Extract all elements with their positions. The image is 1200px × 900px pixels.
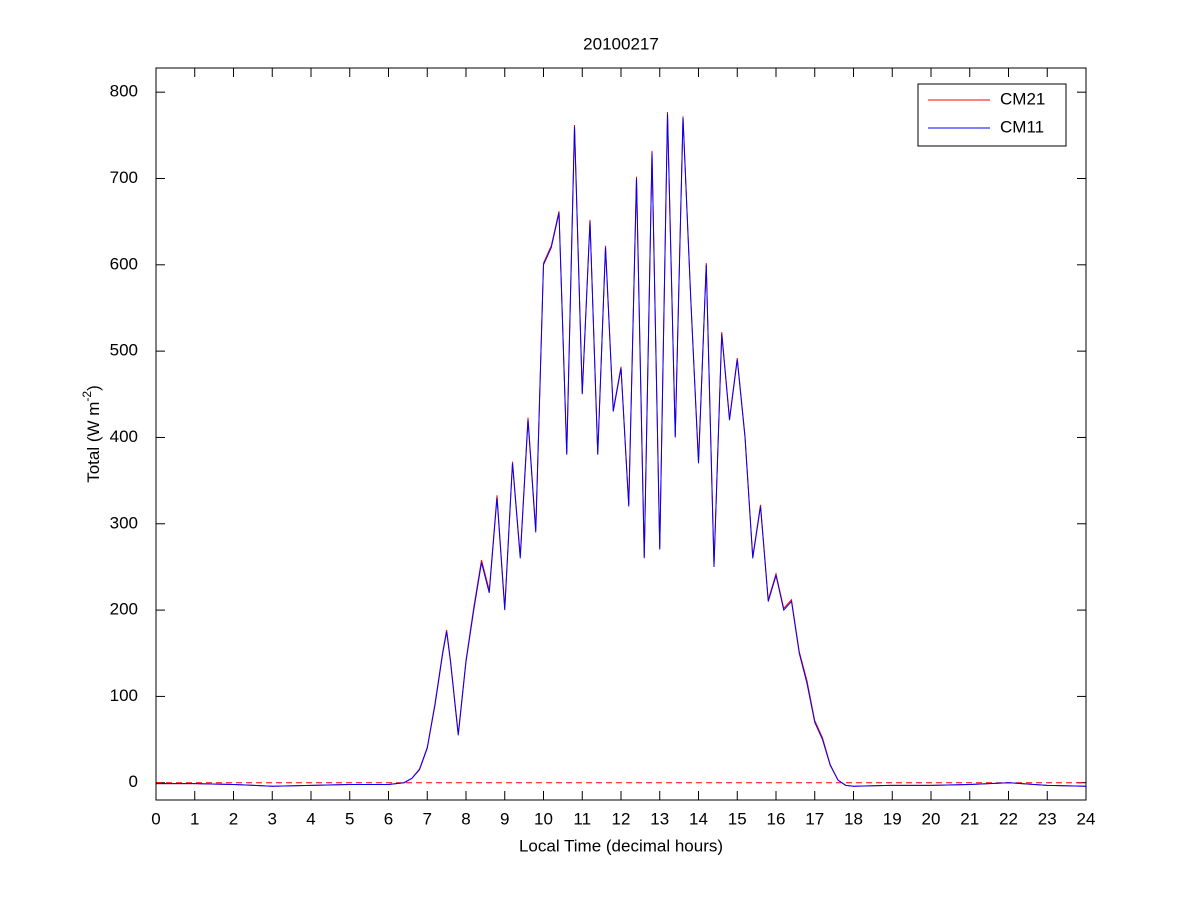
x-tick-label: 22: [999, 809, 1018, 828]
legend-label: CM11: [1000, 117, 1044, 136]
x-tick-label: 6: [384, 809, 393, 828]
y-tick-label: 100: [110, 686, 138, 705]
x-tick-label: 13: [650, 809, 669, 828]
y-tick-label: 600: [110, 254, 138, 273]
x-tick-label: 0: [151, 809, 160, 828]
y-label-main: Total (W m: [84, 402, 103, 483]
y-tick-label: 0: [129, 772, 138, 791]
x-tick-label: 24: [1077, 809, 1096, 828]
x-tick-label: 11: [573, 809, 591, 828]
y-tick-label: 300: [110, 513, 138, 532]
x-tick-label: 8: [461, 809, 470, 828]
legend-label: CM21: [1000, 89, 1045, 108]
y-axis-label: Total (W m-2): [80, 385, 103, 483]
x-tick-label: 10: [534, 809, 553, 828]
x-tick-label: 15: [728, 809, 747, 828]
x-tick-label: 7: [423, 809, 432, 828]
x-tick-label: 9: [500, 809, 509, 828]
x-tick-label: 3: [268, 809, 277, 828]
x-tick-label: 21: [960, 809, 979, 828]
x-tick-label: 4: [306, 809, 315, 828]
x-tick-label: 14: [689, 809, 708, 828]
legend-box: [917, 83, 1067, 147]
x-tick-label: 16: [767, 809, 786, 828]
x-tick-label: 12: [612, 809, 631, 828]
x-tick-label: 19: [883, 809, 902, 828]
y-tick-label: 700: [110, 168, 138, 187]
y-tick-label: 500: [110, 341, 138, 360]
x-tick-label: 23: [1038, 809, 1057, 828]
x-tick-label: 18: [844, 809, 863, 828]
y-label-tail: ): [84, 385, 103, 391]
y-tick-label: 800: [110, 82, 138, 101]
series-line: [156, 113, 1087, 787]
x-tick-label: 1: [190, 809, 199, 828]
x-tick-label: 17: [805, 809, 824, 828]
y-tick-label: 200: [110, 600, 138, 619]
y-label-sup: -2: [80, 391, 94, 402]
x-tick-label: 5: [345, 809, 354, 828]
chart-title: 20100217: [583, 34, 659, 53]
x-tick-label: 2: [229, 809, 238, 828]
x-axis-label: Local Time (decimal hours): [519, 836, 723, 855]
y-tick-label: 400: [110, 427, 138, 446]
plot-frame: [155, 67, 1087, 801]
x-tick-label: 20: [922, 809, 941, 828]
